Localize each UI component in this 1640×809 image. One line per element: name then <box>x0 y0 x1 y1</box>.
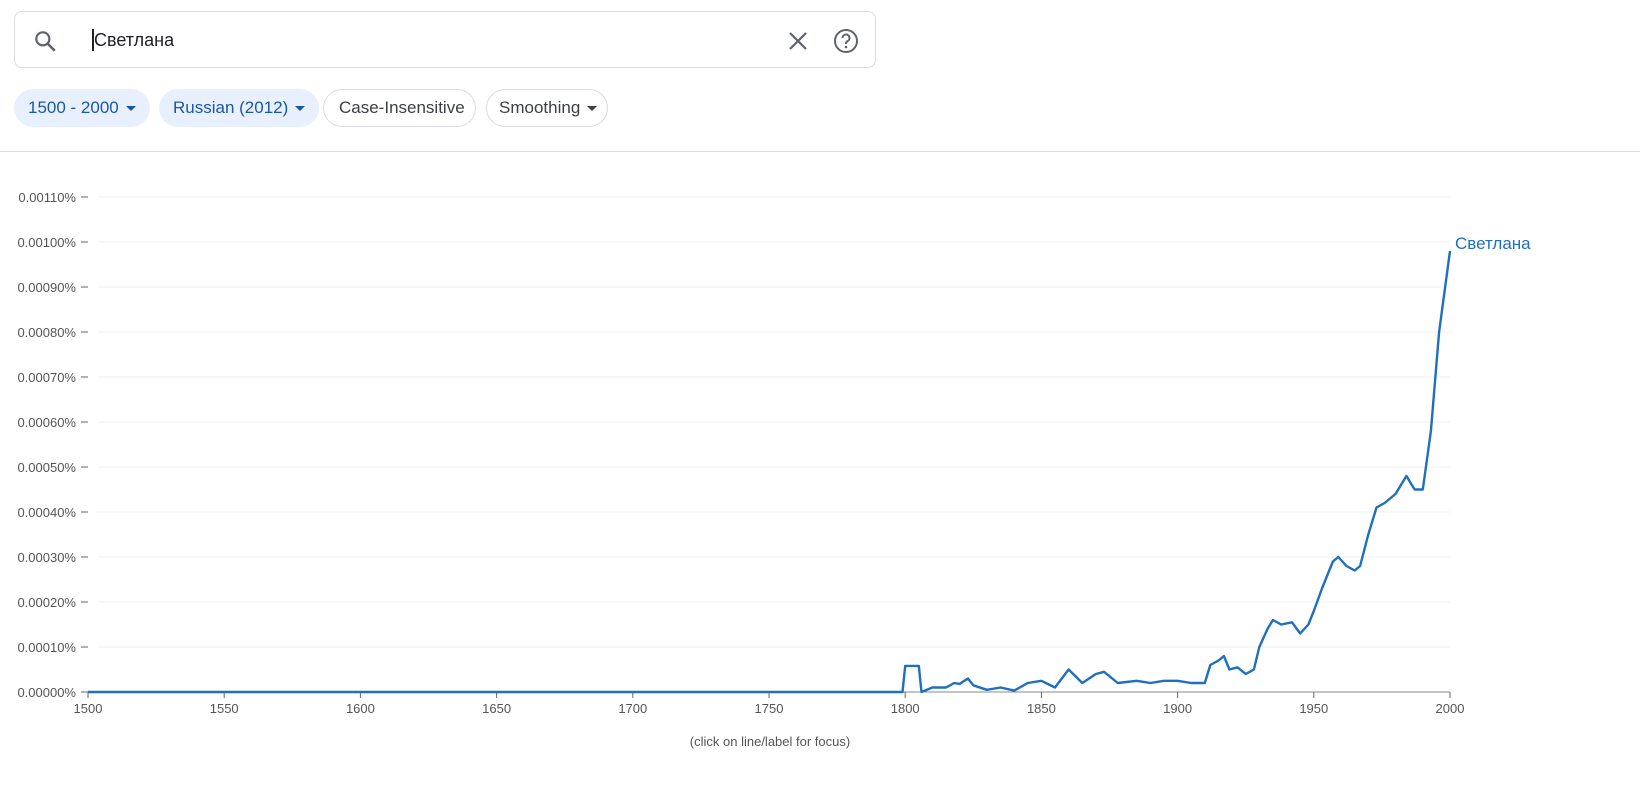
divider <box>0 151 1640 152</box>
series-label[interactable]: Светлана <box>1455 234 1531 253</box>
caret-down-icon <box>587 106 598 112</box>
y-tick-label: 0.00060% <box>17 415 76 430</box>
x-tick-label: 1650 <box>482 701 511 716</box>
x-tick-label: 1950 <box>1299 701 1328 716</box>
search-box[interactable]: Светлана <box>14 11 876 68</box>
help-icon[interactable] <box>832 27 860 55</box>
x-tick-label: 1500 <box>74 701 103 716</box>
smoothing-chip[interactable]: Smoothing <box>486 89 608 127</box>
y-tick-label: 0.00090% <box>17 280 76 295</box>
corpus-chip[interactable]: Russian (2012) <box>159 89 320 127</box>
x-tick-label: 2000 <box>1436 701 1465 716</box>
y-tick-label: 0.00110% <box>18 190 76 205</box>
caret-down-icon <box>295 106 306 112</box>
x-tick-label: 1800 <box>891 701 920 716</box>
y-tick-label: 0.00010% <box>17 640 76 655</box>
search-icon[interactable] <box>32 28 58 54</box>
y-tick-label: 0.00030% <box>17 550 76 565</box>
x-tick-label: 1600 <box>346 701 375 716</box>
focus-hint: (click on line/label for focus) <box>689 734 851 749</box>
y-tick-label: 0.00100% <box>17 235 76 250</box>
y-tick-label: 0.00050% <box>17 460 76 475</box>
close-icon[interactable] <box>786 29 810 53</box>
x-tick-label: 1850 <box>1027 701 1056 716</box>
y-tick-label: 0.00080% <box>17 325 76 340</box>
x-tick-label: 1900 <box>1163 701 1192 716</box>
date-range-chip[interactable]: 1500 - 2000 <box>14 89 150 127</box>
x-tick-label: 1750 <box>755 701 784 716</box>
case-insensitive-chip[interactable]: Case-Insensitive <box>323 89 476 127</box>
x-tick-label: 1700 <box>618 701 647 716</box>
search-input[interactable]: Светлана <box>92 29 175 51</box>
chip-label: 1500 - 2000 <box>28 98 119 117</box>
y-tick-label: 0.00070% <box>17 370 76 385</box>
caret-down-icon <box>125 106 136 112</box>
chip-label: Russian (2012) <box>173 98 289 117</box>
series-line[interactable] <box>88 250 1452 694</box>
y-tick-label: 0.00000% <box>17 685 76 700</box>
chip-label: Case-Insensitive <box>339 98 465 117</box>
y-tick-label: 0.00020% <box>17 595 76 610</box>
x-tick-label: 1550 <box>210 701 239 716</box>
chip-label: Smoothing <box>499 98 581 117</box>
y-tick-label: 0.00040% <box>17 505 76 520</box>
